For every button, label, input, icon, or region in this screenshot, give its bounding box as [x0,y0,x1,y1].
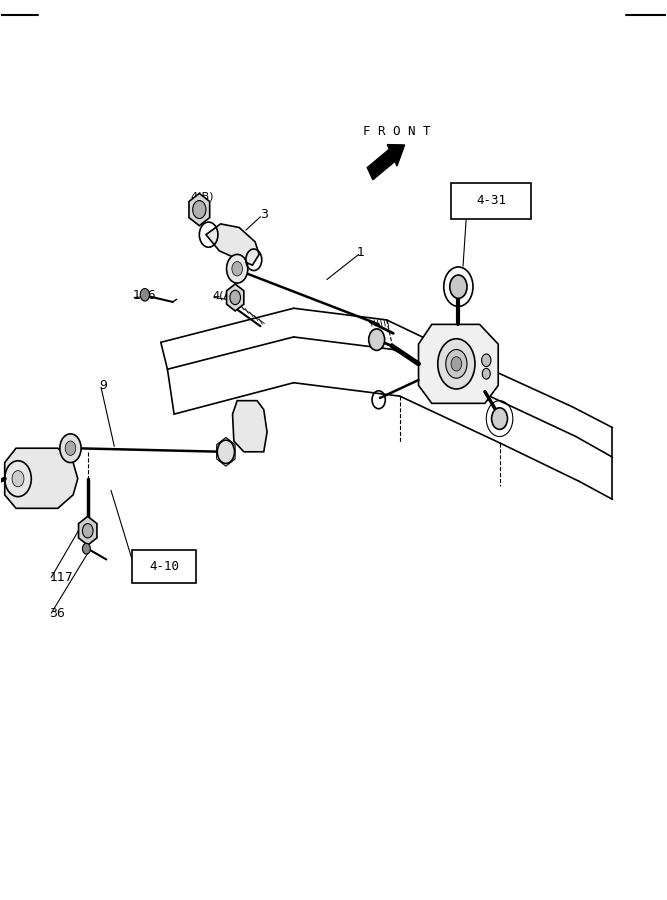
Circle shape [450,275,467,299]
Circle shape [140,289,149,302]
Text: 9: 9 [99,379,107,392]
Circle shape [83,544,91,554]
Circle shape [446,349,467,378]
Text: 4(B): 4(B) [191,192,214,202]
Circle shape [482,368,490,379]
Text: 3: 3 [260,209,268,221]
Text: 4(A): 4(A) [213,291,236,301]
FancyBboxPatch shape [451,183,532,220]
Circle shape [438,338,475,389]
Polygon shape [79,517,97,545]
Circle shape [492,408,508,429]
Circle shape [232,262,243,276]
Circle shape [369,328,385,350]
Circle shape [193,201,206,219]
Circle shape [451,356,462,371]
Text: 116: 116 [133,289,157,302]
Polygon shape [418,324,498,403]
Circle shape [83,524,93,538]
Text: 4-31: 4-31 [476,194,506,207]
Circle shape [12,471,24,487]
Circle shape [482,354,491,366]
Circle shape [217,440,235,464]
Text: 1: 1 [357,246,365,259]
FancyArrow shape [368,145,405,180]
Circle shape [60,434,81,463]
Polygon shape [227,284,244,310]
Text: 4-10: 4-10 [149,560,179,573]
Circle shape [230,291,241,304]
Polygon shape [189,194,209,226]
Polygon shape [5,448,78,508]
Polygon shape [233,400,267,452]
Text: F R O N T: F R O N T [363,125,430,138]
Polygon shape [206,224,259,266]
FancyBboxPatch shape [132,551,196,583]
Circle shape [227,255,248,284]
Text: 36: 36 [49,607,65,620]
Circle shape [65,441,76,455]
Text: 117: 117 [49,571,73,584]
